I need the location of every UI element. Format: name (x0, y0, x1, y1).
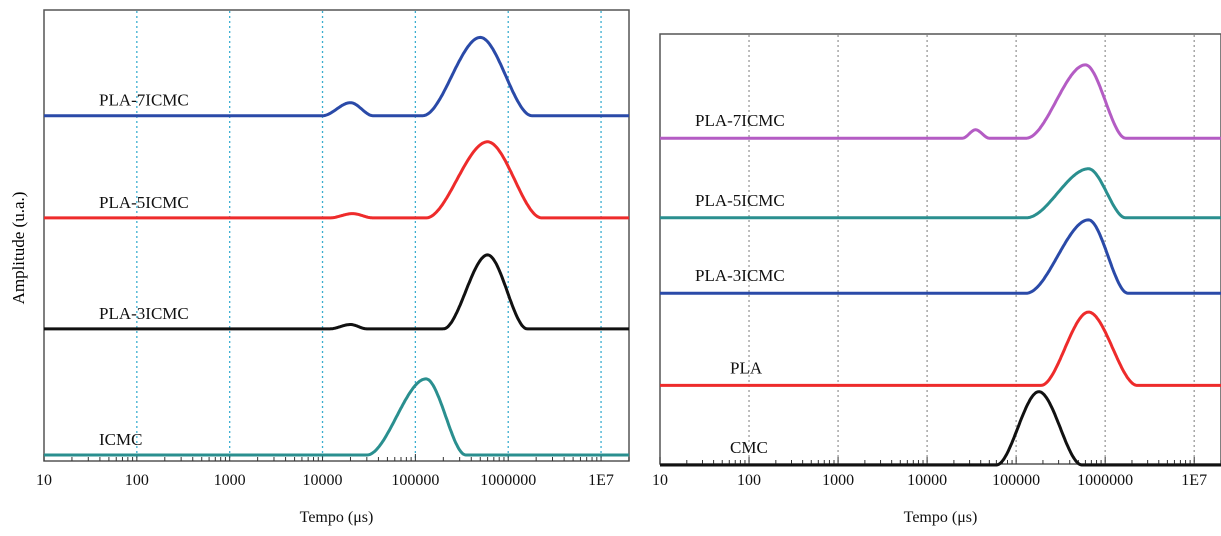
series-line (659, 167, 1221, 220)
series-line (43, 377, 630, 457)
x-tick-label: 100 (125, 472, 149, 489)
x-tick-label: 10000 (303, 472, 343, 489)
series-label: PLA-7ICMC (695, 111, 785, 130)
series-line (43, 140, 630, 220)
series-line (659, 310, 1221, 387)
series-line (659, 218, 1221, 295)
x-tick-label: 1E7 (588, 472, 614, 489)
series-label: ICMC (99, 430, 142, 449)
x-tick-label: 100000 (391, 472, 439, 489)
x-tick-label: 1000000 (480, 472, 536, 489)
series-label: PLA (730, 358, 763, 377)
x-axis-title: Tempo (μs) (904, 509, 978, 526)
series-line (43, 253, 630, 331)
x-axis-title: Tempo (μs) (300, 509, 374, 526)
x-tick-label: 1000000 (1077, 472, 1133, 489)
x-tick-label: 1E7 (1181, 472, 1207, 489)
right-panel: 10 100 1000 10000 100000 1000000 1E7 Tempo (μs)… (652, 33, 1221, 526)
x-tick-label: 10000 (907, 472, 947, 489)
x-tick-label: 10 (36, 472, 52, 489)
y-axis-label: Amplitude (u.a.) (9, 192, 28, 305)
x-tick-label: 10 (652, 472, 668, 489)
series-label: PLA-5ICMC (695, 191, 785, 210)
x-tick-label: 100 (737, 472, 761, 489)
series-label: CMC (730, 438, 768, 457)
plot-frame (659, 33, 1221, 465)
x-tick-label: 100000 (992, 472, 1040, 489)
series-label: PLA-5ICMC (99, 193, 189, 212)
left-panel: 10 100 1000 10000 100000 1000000 1E7 Tempo (μs)… (36, 9, 630, 526)
series-line (659, 390, 1221, 467)
plot-frame (43, 9, 630, 462)
x-tick-label: 1000 (214, 472, 246, 489)
series-line (659, 63, 1221, 140)
series-label: PLA-7ICMC (99, 91, 189, 110)
series-label: PLA-3ICMC (695, 266, 785, 285)
x-tick-label: 1000 (822, 472, 854, 489)
series-label: PLA-3ICMC (99, 304, 189, 323)
series-line (43, 35, 630, 118)
